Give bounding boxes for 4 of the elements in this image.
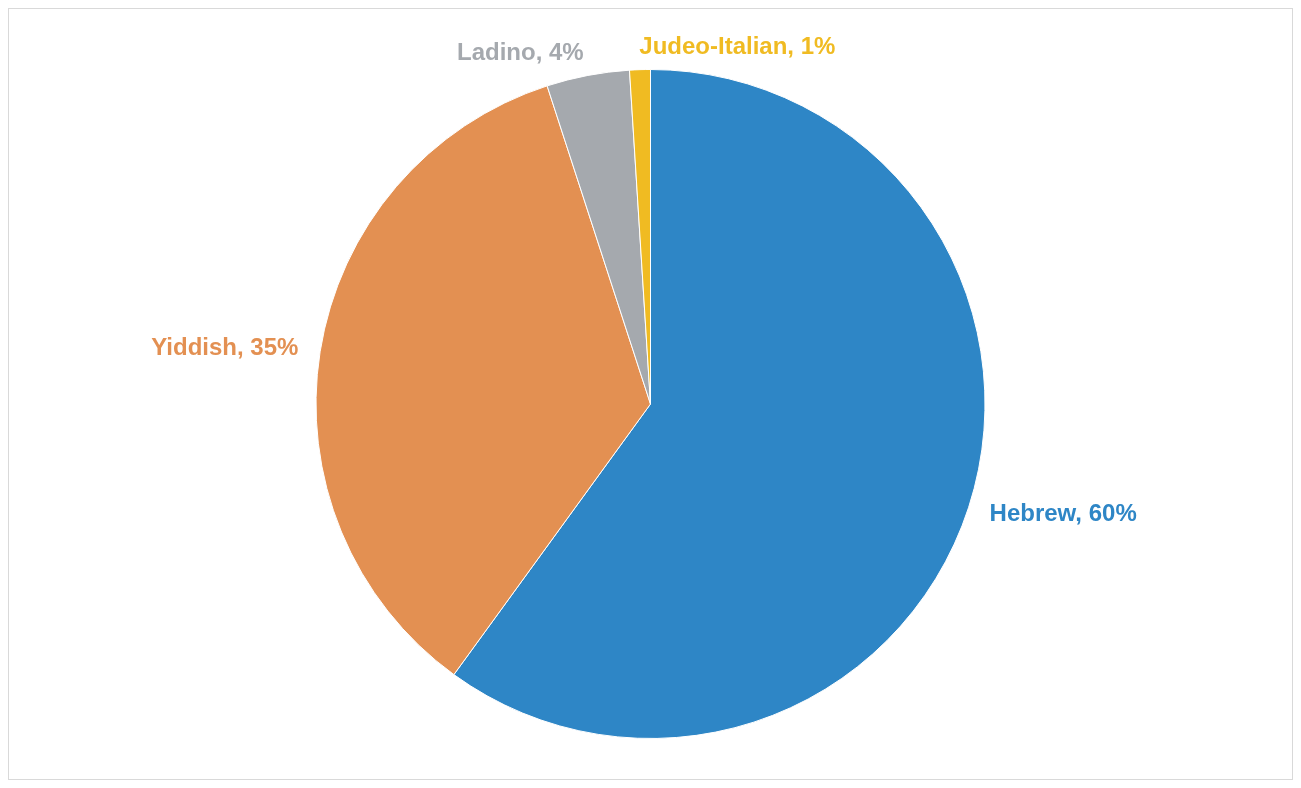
slice-label: Judeo-Italian, 1% [639, 32, 836, 60]
slice-label: Ladino, 4% [457, 38, 584, 66]
slice-label: Yiddish, 35% [151, 332, 299, 360]
slice-label: Hebrew, 60% [989, 498, 1137, 526]
